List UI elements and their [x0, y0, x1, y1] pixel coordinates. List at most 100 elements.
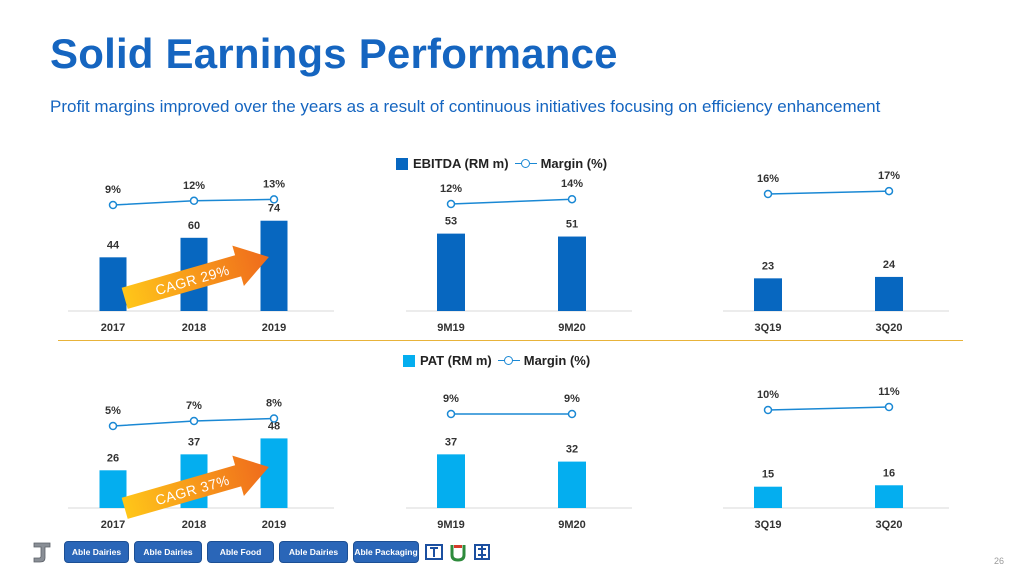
pat-9m-chart: 37 9M19 32 9M20 9% 9% — [406, 393, 632, 531]
margin-value-label: 5% — [105, 405, 121, 417]
ebitda-9m-chart: 53 9M19 51 9M20 12% 14% — [406, 178, 632, 334]
bar-9M20 — [558, 461, 586, 508]
brand-logo-able-dairies: Able Dairies — [64, 541, 129, 563]
margin-point — [446, 199, 456, 209]
margin-point — [189, 416, 199, 426]
bar-value-label: 23 — [762, 260, 774, 272]
bar-2019 — [260, 438, 288, 508]
margin-value-label: 13% — [263, 178, 285, 190]
subsidiary-logo-2-icon — [450, 545, 466, 562]
margin-point — [763, 189, 773, 199]
bar-value-label: 16 — [883, 467, 895, 479]
margin-legend-line-icon — [497, 355, 520, 367]
margin-point — [446, 409, 456, 419]
margin-value-label: 16% — [757, 173, 779, 185]
margin-value-label: 11% — [878, 386, 900, 398]
margin-line — [767, 406, 890, 411]
margin-point — [108, 200, 118, 210]
margin-point — [108, 421, 118, 431]
bar-value-label: 24 — [883, 259, 896, 271]
category-tick-label: 3Q19 — [755, 519, 782, 531]
bar-value-label: 26 — [107, 452, 119, 464]
bar-9M19 — [437, 233, 465, 311]
ebitda-legend-line-label: Margin (%) — [540, 156, 608, 171]
bar-value-label: 51 — [566, 219, 578, 231]
margin-value-label: 17% — [878, 170, 900, 182]
pat-legend-line-label: Margin (%) — [523, 353, 591, 368]
ebitda-legend-bar-label: EBITDA (RM m) — [413, 156, 509, 171]
category-tick-label: 9M19 — [437, 322, 465, 334]
margin-value-label: 14% — [561, 178, 583, 190]
bar-9M19 — [437, 454, 465, 508]
margin-value-label: 9% — [443, 393, 459, 405]
ebitda-legend: EBITDA (RM m) Margin (%) — [396, 156, 607, 171]
bar-value-label: 37 — [445, 436, 457, 448]
subsidiary-logo-1-icon — [425, 544, 443, 560]
brand-logo-able-dairies-mexico: Able Dairies — [134, 541, 202, 563]
bar-value-label: 60 — [188, 220, 200, 232]
bar-value-label: 74 — [268, 203, 281, 215]
bar-3Q20 — [875, 276, 903, 311]
margin-line — [450, 198, 573, 205]
bar-3Q19 — [754, 486, 782, 508]
ebitda-legend-swatch — [396, 157, 408, 170]
pat-legend-swatch — [403, 354, 415, 367]
bar-2017 — [99, 470, 127, 508]
bar-value-label: 32 — [566, 444, 578, 456]
margin-point — [763, 405, 773, 415]
margin-value-label: 12% — [183, 180, 205, 192]
bar-value-label: 44 — [107, 239, 120, 251]
category-tick-label: 2019 — [262, 519, 286, 531]
category-tick-label: 3Q20 — [876, 519, 903, 531]
bar-3Q19 — [754, 278, 782, 311]
page-subtitle: Profit margins improved over the years a… — [50, 97, 881, 116]
ebitda-quarterly-chart: 23 3Q19 24 3Q20 16% 17% — [723, 170, 949, 334]
bar-value-label: 15 — [762, 469, 774, 481]
category-tick-label: 2019 — [262, 322, 286, 334]
company-j-logo-icon — [33, 542, 51, 563]
category-tick-label: 3Q20 — [876, 322, 903, 334]
pat-quarterly-chart: 15 3Q19 16 3Q20 10% 11% — [723, 386, 949, 531]
brand-logo-able-dairies-marketing: Able Dairies — [279, 541, 348, 563]
margin-value-label: 8% — [266, 398, 282, 410]
category-tick-label: 2017 — [101, 322, 125, 334]
margin-point — [567, 194, 577, 204]
margin-value-label: 12% — [440, 183, 462, 195]
margin-point — [269, 195, 279, 204]
brand-logo-able-food: Able Food — [207, 541, 274, 563]
pat-legend: PAT (RM m) Margin (%) — [403, 353, 590, 368]
bar-value-label: 37 — [188, 436, 200, 448]
margin-legend-line-icon — [514, 158, 537, 170]
bar-3Q20 — [875, 485, 903, 508]
margin-value-label: 10% — [757, 389, 779, 401]
margin-point — [269, 414, 279, 423]
pat-legend-bar-label: PAT (RM m) — [420, 353, 492, 368]
category-tick-label: 9M20 — [558, 322, 586, 334]
category-tick-label: 9M19 — [437, 519, 465, 531]
page-title: Solid Earnings Performance — [50, 30, 618, 77]
margin-point — [567, 409, 577, 419]
bar-2019 — [260, 220, 288, 311]
category-tick-label: 2018 — [182, 519, 206, 531]
page-number: 26 — [993, 556, 1004, 566]
margin-value-label: 7% — [186, 400, 202, 412]
margin-point — [189, 196, 199, 206]
category-tick-label: 9M20 — [558, 519, 586, 531]
subsidiary-logo-3-icon — [474, 544, 490, 560]
margin-value-label: 9% — [564, 393, 580, 405]
bar-value-label: 53 — [445, 216, 457, 228]
margin-point — [884, 402, 894, 412]
category-tick-label: 2018 — [182, 322, 206, 334]
category-tick-label: 2017 — [101, 519, 125, 531]
margin-value-label: 9% — [105, 184, 121, 196]
bar-2017 — [99, 257, 127, 311]
margin-line — [767, 190, 890, 195]
bar-value-label: 48 — [268, 420, 280, 432]
brand-logos-bar: Able Dairies Able Dairies Able Food Able… — [30, 540, 496, 564]
margin-point — [884, 186, 894, 196]
bar-9M20 — [558, 236, 586, 311]
section-divider — [58, 340, 963, 341]
category-tick-label: 3Q19 — [755, 322, 782, 334]
